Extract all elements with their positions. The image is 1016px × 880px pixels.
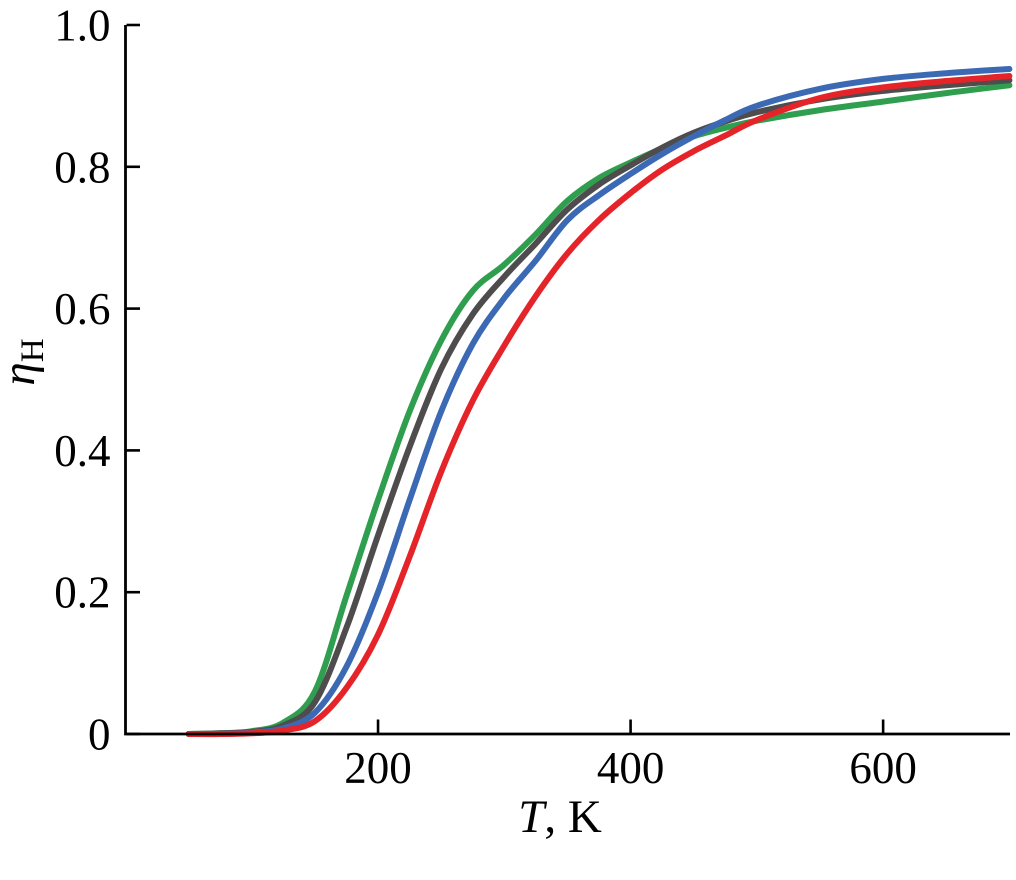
axis-spines: [124, 25, 1010, 736]
curve-dark-gray: [185, 77, 1013, 737]
x-tick-label: 400: [597, 743, 665, 793]
x-tick-label: 200: [344, 743, 412, 793]
y-tick-label: 0.6: [54, 284, 110, 334]
curves-group: [185, 66, 1013, 738]
ticks-group: [126, 23, 885, 736]
y-tick-label: 0.8: [54, 142, 110, 192]
y-tick-label: 0: [88, 710, 111, 760]
x-tick-label: 600: [849, 743, 917, 793]
y-axis-label-subscript: H: [15, 338, 51, 362]
y-tick-label: 0.2: [54, 568, 110, 618]
y-tick-label: 1.0: [54, 1, 110, 51]
x-axis-label: T, K: [518, 791, 602, 843]
tick-labels-group: 200 400 600 0 0.2 0.4 0.6 0.8 1.0: [54, 1, 917, 794]
x-axis-label-symbol: T: [518, 791, 547, 843]
curve-red: [185, 73, 1013, 738]
curve-blue: [185, 66, 1013, 738]
y-axis-label-symbol: η: [0, 362, 45, 385]
x-axis-label-unit: , K: [544, 791, 602, 843]
y-axis-label: ηH: [0, 338, 51, 385]
y-tick-label: 0.4: [54, 426, 110, 476]
